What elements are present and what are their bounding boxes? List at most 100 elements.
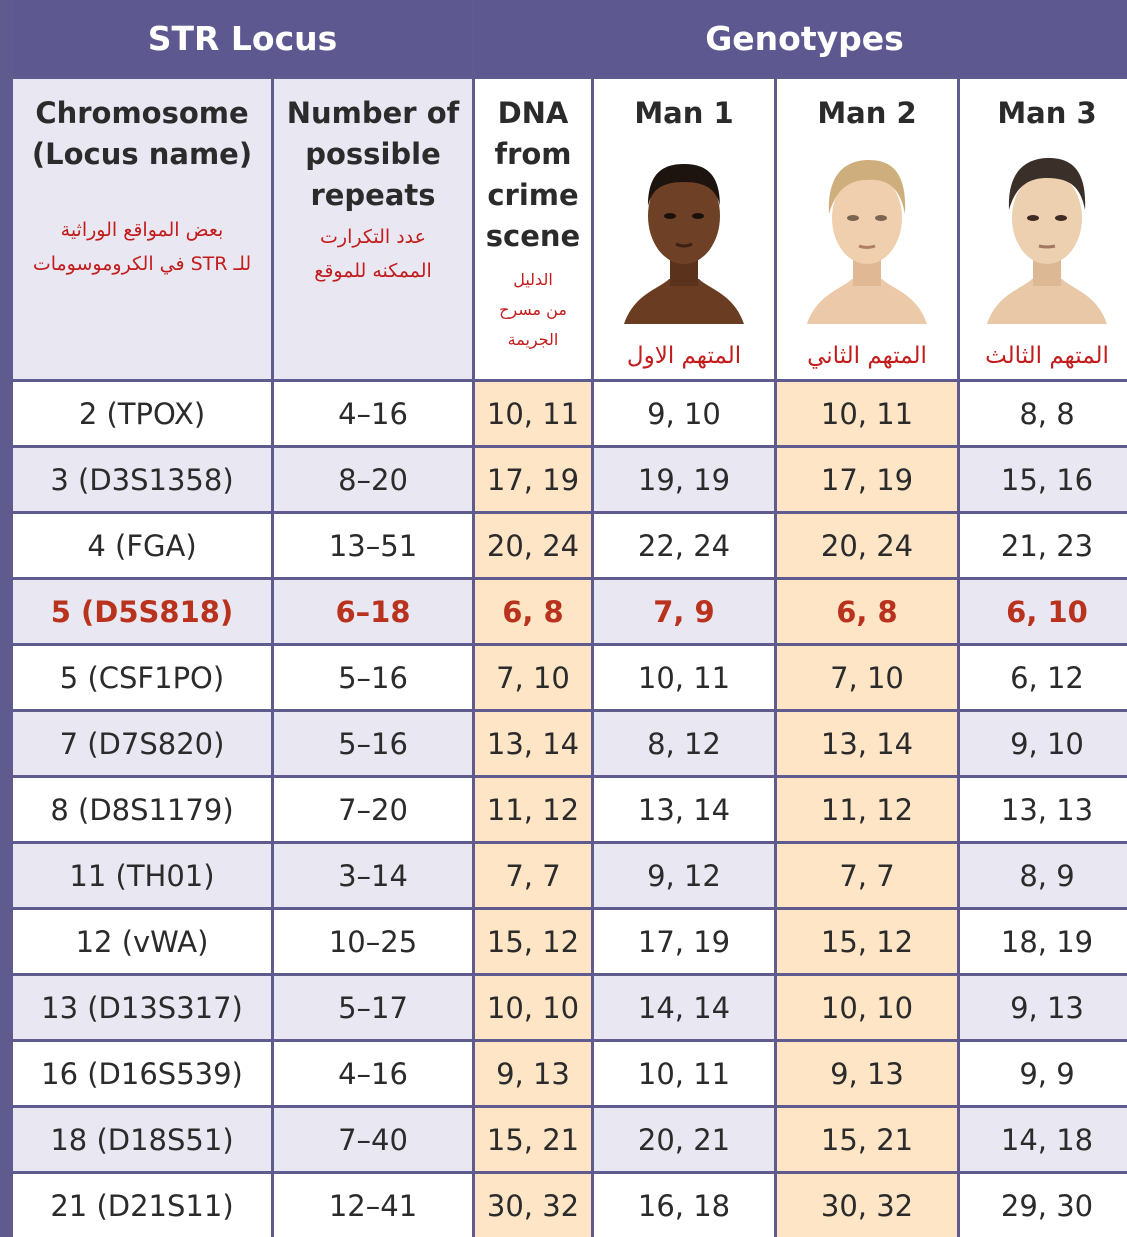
man1-genotype-cell: 10, 11 — [594, 646, 774, 709]
locus-cell: 5 (CSF1PO) — [13, 646, 271, 709]
man2-column-header: Man 2 المتهم الثاني — [777, 79, 957, 379]
locus-cell: 5 (D5S818) — [13, 580, 271, 643]
table-edge — [0, 1174, 10, 1237]
repeats-cell: 3–14 — [274, 844, 472, 907]
repeats-cell: 5–17 — [274, 976, 472, 1039]
table-edge — [0, 79, 10, 379]
crime-scene-genotype-cell: 7, 10 — [475, 646, 591, 709]
man2-arabic-label: المتهم الثاني — [807, 343, 927, 369]
man3-genotype-cell: 9, 13 — [960, 976, 1127, 1039]
man3-genotype-cell: 29, 30 — [960, 1174, 1127, 1237]
man2-genotype-cell: 30, 32 — [777, 1174, 957, 1237]
crime-scene-genotype-cell: 9, 13 — [475, 1042, 591, 1105]
repeats-cell: 6–18 — [274, 580, 472, 643]
table-edge — [0, 712, 10, 775]
repeats-cell: 10–25 — [274, 910, 472, 973]
crime-scene-genotype-cell: 11, 12 — [475, 778, 591, 841]
repeats-cell: 7–20 — [274, 778, 472, 841]
man2-genotype-cell: 7, 10 — [777, 646, 957, 709]
man3-column-title: Man 3 — [997, 96, 1097, 130]
man1-arabic-label: المتهم الاول — [626, 343, 742, 369]
man1-genotype-cell: 7, 9 — [594, 580, 774, 643]
crime-scene-genotype-cell: 15, 21 — [475, 1108, 591, 1171]
crime-scene-genotype-cell: 6, 8 — [475, 580, 591, 643]
repeats-cell: 8–20 — [274, 448, 472, 511]
genotypes-header: Genotypes — [475, 0, 1127, 76]
table-edge — [0, 580, 10, 643]
man2-genotype-cell: 9, 13 — [777, 1042, 957, 1105]
table-edge — [0, 910, 10, 973]
locus-cell: 8 (D8S1179) — [13, 778, 271, 841]
table-edge — [0, 382, 10, 445]
crime-scene-column-title: DNA from crime scene — [485, 96, 581, 253]
man2-genotype-cell: 10, 11 — [777, 382, 957, 445]
locus-cell: 13 (D13S317) — [13, 976, 271, 1039]
man2-genotype-cell: 17, 19 — [777, 448, 957, 511]
man1-genotype-cell: 19, 19 — [594, 448, 774, 511]
repeats-column-arabic-note: عدد التكرارت الممكنه للموقع — [314, 226, 432, 282]
crime-scene-genotype-cell: 13, 14 — [475, 712, 591, 775]
crime-scene-genotype-cell: 7, 7 — [475, 844, 591, 907]
crime-scene-genotype-cell: 10, 11 — [475, 382, 591, 445]
repeats-cell: 5–16 — [274, 712, 472, 775]
man1-genotype-cell: 9, 10 — [594, 382, 774, 445]
chromosome-column-header: Chromosome (Locus name) بعض المواقع الور… — [13, 79, 271, 379]
chromosome-column-title: Chromosome (Locus name) — [31, 96, 253, 171]
man1-genotype-cell: 20, 21 — [594, 1108, 774, 1171]
repeats-cell: 12–41 — [274, 1174, 472, 1237]
locus-cell: 11 (TH01) — [13, 844, 271, 907]
man3-genotype-cell: 18, 19 — [960, 910, 1127, 973]
crime-scene-column-header: DNA from crime scene الدليل من مسرح الجر… — [475, 79, 591, 379]
crime-scene-genotype-cell: 17, 19 — [475, 448, 591, 511]
table-edge — [0, 1042, 10, 1105]
man3-genotype-cell: 9, 9 — [960, 1042, 1127, 1105]
man2-column-title: Man 2 — [817, 96, 917, 130]
man3-column-header: Man 3 المتهم الثالث — [960, 79, 1127, 379]
man1-column-header: Man 1 المتهم الاول — [594, 79, 774, 379]
crime-scene-genotype-cell: 15, 12 — [475, 910, 591, 973]
man1-genotype-cell: 14, 14 — [594, 976, 774, 1039]
man2-genotype-cell: 11, 12 — [777, 778, 957, 841]
man3-genotype-cell: 13, 13 — [960, 778, 1127, 841]
man3-genotype-cell: 21, 23 — [960, 514, 1127, 577]
table-edge — [0, 844, 10, 907]
man1-genotype-cell: 9, 12 — [594, 844, 774, 907]
locus-cell: 4 (FGA) — [13, 514, 271, 577]
repeats-cell: 4–16 — [274, 382, 472, 445]
man2-portrait-image — [807, 160, 927, 324]
locus-cell: 2 (TPOX) — [13, 382, 271, 445]
crime-scene-genotype-cell: 20, 24 — [475, 514, 591, 577]
man1-genotype-cell: 10, 11 — [594, 1042, 774, 1105]
man2-genotype-cell: 13, 14 — [777, 712, 957, 775]
man3-genotype-cell: 6, 12 — [960, 646, 1127, 709]
man1-genotype-cell: 13, 14 — [594, 778, 774, 841]
man3-genotype-cell: 8, 8 — [960, 382, 1127, 445]
repeats-cell: 4–16 — [274, 1042, 472, 1105]
man1-genotype-cell: 8, 12 — [594, 712, 774, 775]
man3-genotype-cell: 14, 18 — [960, 1108, 1127, 1171]
man3-genotype-cell: 6, 10 — [960, 580, 1127, 643]
table-edge — [0, 0, 10, 76]
man3-genotype-cell: 8, 9 — [960, 844, 1127, 907]
man2-genotype-cell: 7, 7 — [777, 844, 957, 907]
repeats-column-header: Number of possible repeats عدد التكرارت … — [274, 79, 472, 379]
man3-portrait-image — [987, 158, 1107, 324]
man2-genotype-cell: 20, 24 — [777, 514, 957, 577]
table-edge — [0, 976, 10, 1039]
repeats-cell: 7–40 — [274, 1108, 472, 1171]
repeats-cell: 5–16 — [274, 646, 472, 709]
crime-scene-genotype-cell: 30, 32 — [475, 1174, 591, 1237]
table-edge — [0, 646, 10, 709]
crime-scene-column-arabic-note: الدليل من مسرح الجريمة — [499, 270, 567, 349]
man1-portrait-image — [624, 164, 744, 324]
str-locus-header: STR Locus — [13, 0, 472, 76]
locus-cell: 7 (D7S820) — [13, 712, 271, 775]
table-edge — [0, 778, 10, 841]
man3-arabic-label: المتهم الثالث — [985, 343, 1109, 369]
man2-genotype-cell: 10, 10 — [777, 976, 957, 1039]
chromosome-column-arabic-note: بعض المواقع الوراثية للـ STR في الكروموس… — [32, 219, 252, 275]
man2-genotype-cell: 15, 21 — [777, 1108, 957, 1171]
crime-scene-genotype-cell: 10, 10 — [475, 976, 591, 1039]
man2-genotype-cell: 6, 8 — [777, 580, 957, 643]
